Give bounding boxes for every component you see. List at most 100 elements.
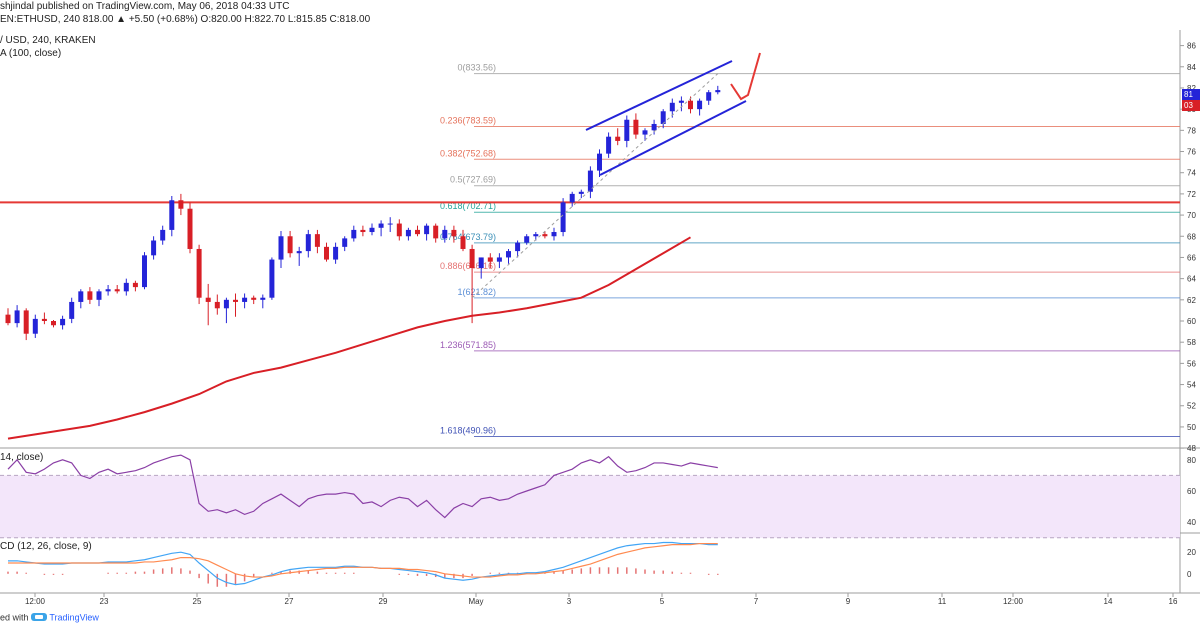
candle-body: [105, 289, 111, 292]
last-price-tag: 81: [1182, 89, 1200, 100]
rsi-axis-label: 40: [1187, 518, 1196, 527]
macd-signal-line: [8, 542, 718, 578]
channel-upper-line: [585, 60, 733, 131]
candle-body: [560, 202, 566, 233]
footer-text: ed with: [0, 612, 29, 623]
candle-body: [178, 200, 184, 209]
fib-level-label: 0(833.56): [457, 63, 496, 73]
tradingview-logo-icon: [31, 612, 48, 624]
candle-body: [251, 297, 257, 300]
price-axis-label: 54: [1187, 381, 1196, 390]
candle-body: [496, 257, 502, 262]
candle-body: [151, 240, 157, 256]
time-axis-label: 14: [1104, 597, 1113, 606]
macd-label-text: CD (12, 26, close, 9): [0, 541, 92, 552]
candle-body: [669, 102, 675, 112]
fib-level-label: 1(621.82): [457, 287, 496, 297]
price-axis-label: 62: [1187, 296, 1196, 305]
time-axis-label: 11: [938, 597, 947, 606]
candle-body: [96, 291, 102, 300]
candle-body: [642, 130, 648, 135]
candle-body: [442, 229, 448, 239]
macd-axis-label: 0: [1187, 570, 1192, 579]
candle-body: [506, 251, 511, 258]
time-axis-label: May: [468, 597, 483, 606]
indicator-line: A (100, close): [0, 48, 61, 59]
fib-trend-line: [471, 73, 719, 299]
rsi-label: 14, close): [0, 452, 43, 463]
symbol-line: / USD, 240, KRAKEN: [0, 35, 96, 46]
candle-body: [569, 193, 575, 203]
candle-body: [60, 318, 66, 326]
candle-body: [706, 92, 712, 101]
ohlc-line-text: EN:ETHUSD, 240 818.00 ▲ +5.50 (+0.68%) O…: [0, 14, 371, 25]
candle-body: [433, 225, 439, 239]
fib-level-label: 1.236(571.85): [440, 340, 496, 350]
time-axis-label: 3: [567, 597, 572, 606]
time-axis-label: 12:00: [1003, 597, 1024, 606]
price-axis-label: 84: [1187, 63, 1196, 72]
candle-body: [132, 282, 138, 288]
candle-body: [278, 236, 284, 260]
price-axis-label: 72: [1187, 190, 1196, 199]
candle-body: [51, 321, 56, 326]
rsi-axis-label: 60: [1187, 487, 1196, 496]
candle-body: [32, 318, 38, 334]
footer-brand[interactable]: TradingView: [49, 612, 99, 623]
candle-body: [196, 248, 202, 298]
candle-body: [460, 236, 466, 249]
candle-body: [5, 314, 11, 324]
candle-body: [651, 123, 657, 131]
countdown-tag: 03: [1182, 100, 1200, 111]
candle-body: [378, 223, 384, 228]
candle-body: [660, 111, 666, 124]
price-axis-label: 50: [1187, 423, 1196, 432]
candle-body: [478, 257, 484, 269]
candle-body: [123, 282, 129, 292]
candle-body: [615, 136, 621, 141]
time-axis-label: 16: [1169, 597, 1178, 606]
publish-line: shjindal published on TradingView.com, M…: [0, 1, 289, 12]
candle-body: [14, 310, 20, 324]
time-axis-label: 5: [660, 597, 665, 606]
candle-body: [296, 251, 302, 254]
time-axis-label: 23: [100, 597, 109, 606]
indicator-line-text: A (100, close): [0, 48, 62, 59]
macd-label: CD (12, 26, close, 9): [0, 541, 92, 552]
price-axis-label: 58: [1187, 338, 1196, 347]
price-axis-label: 68: [1187, 232, 1196, 241]
fib-level-label: 0.236(783.59): [440, 116, 496, 126]
sma-line: [7, 236, 692, 440]
candle-body: [469, 248, 475, 269]
rsi-label-text: 14, close): [0, 452, 44, 463]
candle-body: [342, 238, 348, 247]
channel-lower-line: [599, 100, 747, 176]
ohlc-line: EN:ETHUSD, 240 818.00 ▲ +5.50 (+0.68%) O…: [0, 14, 370, 25]
candle-body: [487, 257, 493, 262]
candle-body: [697, 100, 703, 110]
price-axis-label: 82: [1187, 84, 1196, 93]
candle-body: [205, 297, 211, 302]
candle-body: [360, 229, 366, 233]
countdown-tag-text: 03: [1184, 101, 1193, 110]
candle-body: [387, 223, 393, 225]
candle-body: [78, 291, 84, 302]
candle-body: [41, 318, 47, 322]
rsi-axis-label: 80: [1187, 456, 1196, 465]
candle-body: [587, 170, 593, 192]
price-axis-label: 56: [1187, 359, 1196, 368]
candle-body: [415, 229, 420, 235]
candle-body: [114, 289, 120, 292]
candle-body: [678, 100, 684, 103]
fib-level-label: 1.618(490.96): [440, 426, 496, 436]
price-axis-label: 86: [1187, 42, 1196, 51]
time-axis-label: 7: [754, 597, 759, 606]
price-axis-label: 66: [1187, 253, 1196, 262]
candle-body: [242, 297, 248, 302]
fib-level-label: 0.764(673.79): [440, 232, 496, 242]
candle-body: [624, 119, 630, 141]
candle-body: [551, 232, 557, 237]
rsi-line: [7, 454, 718, 519]
time-axis-label: 25: [193, 597, 202, 606]
